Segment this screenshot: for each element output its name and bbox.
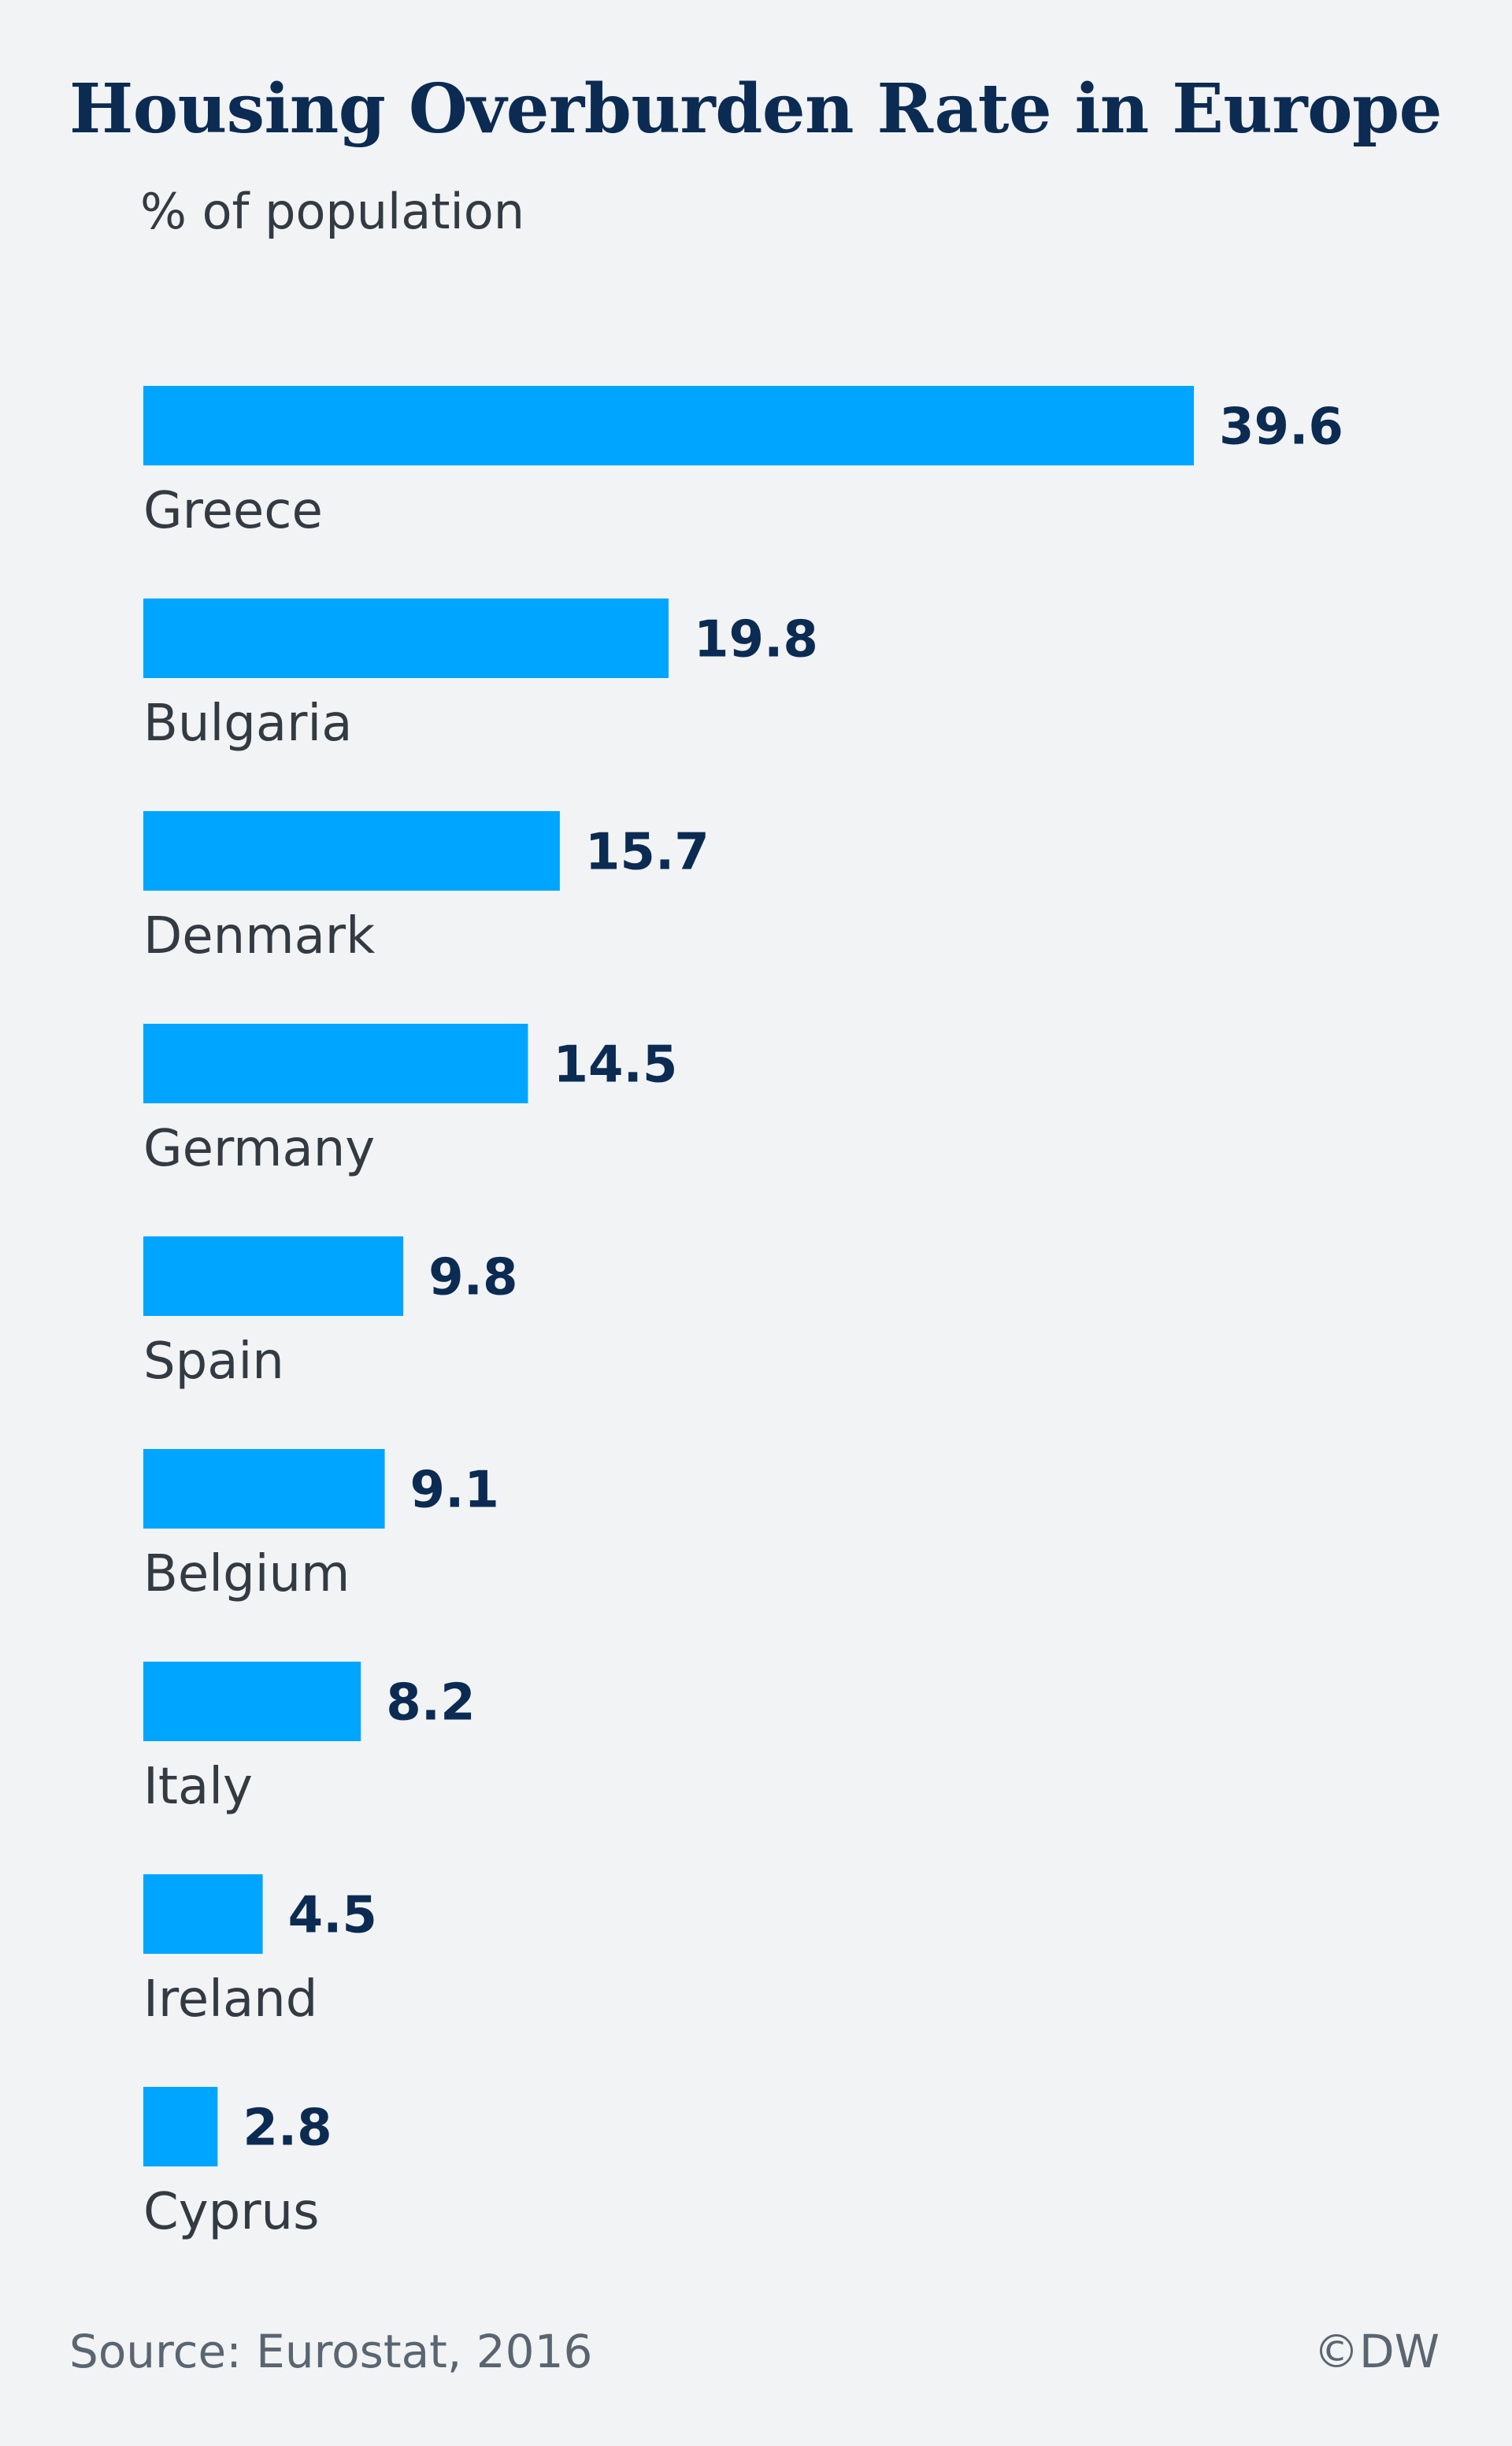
- bar-bulgaria: [143, 599, 669, 678]
- bar-cyprus: [143, 2087, 218, 2166]
- bar-denmark: [143, 811, 560, 891]
- category-label-belgium: Belgium: [143, 1545, 350, 1603]
- source-note: Source: Eurostat, 2016: [69, 2325, 593, 2378]
- bar-greece: [143, 386, 1194, 465]
- value-label-cyprus: 2.8: [243, 2099, 332, 2158]
- value-label-belgium: 9.1: [410, 1462, 499, 1520]
- bar-belgium: [143, 1449, 385, 1529]
- bar-spain: [143, 1236, 404, 1316]
- category-label-greece: Greece: [143, 482, 323, 540]
- bar-germany: [143, 1024, 528, 1103]
- category-label-spain: Spain: [143, 1332, 284, 1391]
- value-label-denmark: 15.7: [585, 824, 710, 882]
- value-label-spain: 9.8: [428, 1249, 517, 1307]
- chart-title: Housing Overburden Rate in Europe: [69, 69, 1442, 149]
- credit-logo: ©DW: [1313, 2325, 1440, 2378]
- value-label-ireland: 4.5: [288, 1887, 377, 1945]
- chart-subtitle: % of population: [140, 183, 525, 240]
- category-label-italy: Italy: [143, 1758, 253, 1816]
- value-label-greece: 39.6: [1219, 398, 1343, 457]
- value-label-bulgaria: 19.8: [694, 611, 818, 669]
- bar-ireland: [143, 1874, 263, 1954]
- bar-italy: [143, 1662, 361, 1741]
- value-label-germany: 14.5: [553, 1036, 677, 1095]
- category-label-germany: Germany: [143, 1120, 375, 1178]
- category-label-bulgaria: Bulgaria: [143, 695, 352, 753]
- category-label-ireland: Ireland: [143, 1970, 317, 2029]
- category-label-cyprus: Cyprus: [143, 2183, 319, 2241]
- category-label-denmark: Denmark: [143, 907, 375, 965]
- value-label-italy: 8.2: [386, 1674, 475, 1733]
